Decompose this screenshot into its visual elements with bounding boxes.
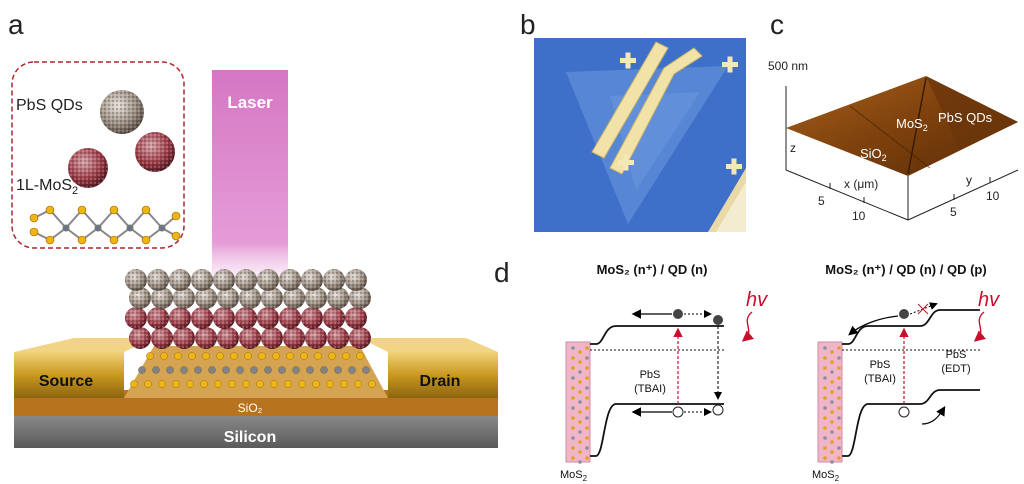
afm-mos2-label: MoS2 (896, 116, 928, 133)
qd-stack (125, 269, 371, 349)
afm-sio2-label: SiO2 (860, 146, 887, 163)
mos2-channel-atoms (130, 352, 376, 388)
y-axis-label: y (966, 173, 972, 187)
panel-a: a PbS QDs 1L-MoS2 Laser Silicon (8, 9, 498, 448)
panel-letter-a: a (8, 9, 24, 40)
hole-icon (672, 406, 684, 418)
panel-b: b (520, 9, 746, 232)
sio2-label: SiO₂ (238, 401, 263, 415)
alignment-marks (618, 52, 742, 175)
panel-c: c 500 nm MoS2 PbS QDs SiO2 z x (μm) y 5 … (768, 9, 1019, 223)
drain-label: Drain (420, 373, 461, 390)
pbs-edt-right: PbS (EDT) (941, 349, 970, 375)
panel-letter-d: d (494, 257, 510, 288)
silicon-label: Silicon (224, 429, 276, 446)
hv-label-left: hv (746, 289, 768, 311)
hole-icon (898, 406, 910, 418)
pbs-tbai-right: PbS (TBAI) (864, 359, 896, 385)
y-tick-10: 10 (986, 189, 1000, 203)
band-left-title: MoS₂ (n⁺) / QD (n) (597, 262, 708, 277)
mos2-lattice-icon (29, 205, 181, 245)
pbs-tbai-left: PbS (TBAI) (634, 369, 666, 395)
electrode-left (591, 41, 669, 159)
z-scale-label: 500 nm (768, 59, 808, 73)
mos2-block-left (565, 341, 591, 463)
photon-icon (973, 311, 987, 342)
x-axis-label: x (μm) (844, 177, 878, 191)
x-tick-10: 10 (852, 209, 866, 223)
panel-d: d MoS₂ (n⁺) / QD (n) hv PbS (TBAI) MoS2 M… (494, 257, 1000, 483)
laser-beam (212, 70, 288, 286)
electron-icon (899, 309, 909, 319)
y-tick-5: 5 (950, 205, 957, 219)
band-right-title: MoS₂ (n⁺) / QD (n) / QD (p) (825, 262, 986, 277)
drain-electrode (388, 352, 498, 398)
panel-letter-b: b (520, 9, 536, 40)
mos2-bottom-right: MoS2 (812, 469, 840, 483)
electron-icon (713, 315, 723, 325)
inset-box (11, 61, 185, 249)
hv-label-right: hv (978, 289, 1000, 311)
electron-icon (673, 309, 683, 319)
mos2-bottom-left: MoS2 (560, 469, 588, 483)
afm-qd-label: PbS QDs (938, 110, 993, 125)
mos2-block-right (817, 341, 843, 463)
cb-right (842, 309, 980, 345)
vb-left (590, 403, 724, 457)
photon-icon (741, 311, 755, 342)
hole-icon (712, 404, 724, 416)
x-tick-5: 5 (818, 194, 825, 208)
inset-qd-label: PbS QDs (16, 97, 83, 114)
electrode-right (609, 47, 703, 175)
inset-mos2-label: 1L-MoS2 (16, 177, 78, 197)
z-axis-label: z (790, 141, 796, 155)
panel-letter-c: c (770, 9, 784, 40)
vb-right (842, 389, 980, 457)
source-electrode (14, 352, 124, 398)
cb-left (590, 325, 724, 345)
laser-label: Laser (227, 93, 273, 112)
source-label: Source (39, 373, 93, 390)
